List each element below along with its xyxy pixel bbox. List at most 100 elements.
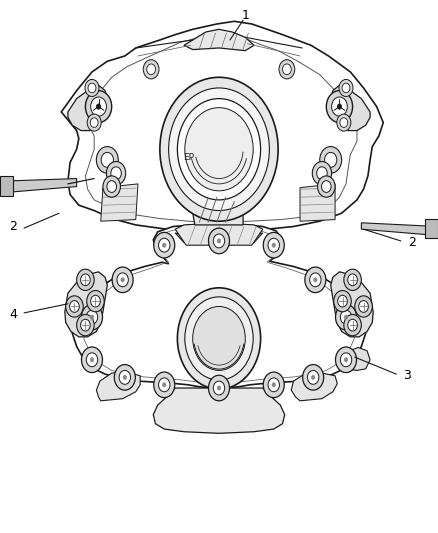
Circle shape: [344, 358, 348, 362]
Circle shape: [160, 77, 278, 221]
Circle shape: [340, 353, 352, 367]
Circle shape: [70, 301, 79, 312]
Circle shape: [342, 83, 350, 93]
Circle shape: [81, 319, 90, 331]
Polygon shape: [193, 195, 243, 225]
Circle shape: [338, 295, 347, 307]
Circle shape: [147, 64, 155, 75]
Circle shape: [332, 97, 347, 116]
Circle shape: [112, 267, 133, 293]
Circle shape: [208, 375, 230, 401]
Circle shape: [107, 181, 117, 192]
Circle shape: [88, 83, 96, 93]
Polygon shape: [346, 348, 370, 370]
Circle shape: [86, 353, 98, 367]
Polygon shape: [300, 184, 335, 221]
Circle shape: [217, 386, 221, 390]
Circle shape: [106, 161, 126, 185]
Circle shape: [344, 314, 361, 336]
Text: 2: 2: [9, 220, 17, 233]
Text: 2: 2: [408, 236, 416, 249]
Circle shape: [307, 370, 319, 384]
Polygon shape: [68, 85, 107, 131]
Polygon shape: [175, 233, 263, 245]
Circle shape: [268, 378, 279, 392]
Circle shape: [348, 319, 357, 331]
Circle shape: [90, 118, 98, 127]
Circle shape: [263, 232, 284, 258]
Circle shape: [336, 304, 357, 330]
Circle shape: [283, 64, 291, 75]
Circle shape: [185, 297, 253, 380]
Circle shape: [143, 60, 159, 79]
Polygon shape: [0, 176, 13, 196]
Text: 1: 1: [241, 10, 249, 22]
Text: 4: 4: [9, 308, 17, 321]
Circle shape: [334, 290, 351, 312]
Circle shape: [305, 267, 326, 293]
Polygon shape: [65, 272, 107, 337]
Circle shape: [318, 176, 335, 197]
Circle shape: [154, 372, 175, 398]
Circle shape: [314, 278, 317, 282]
Polygon shape: [425, 219, 438, 238]
Text: EP: EP: [183, 153, 194, 161]
Polygon shape: [72, 225, 366, 388]
Polygon shape: [291, 373, 337, 401]
Polygon shape: [331, 85, 370, 131]
Text: 3: 3: [403, 369, 411, 382]
Polygon shape: [61, 21, 383, 233]
Circle shape: [101, 152, 113, 167]
Circle shape: [162, 383, 166, 387]
Circle shape: [119, 370, 131, 384]
Circle shape: [96, 104, 101, 109]
Circle shape: [268, 238, 279, 252]
Circle shape: [159, 378, 170, 392]
Circle shape: [77, 314, 94, 336]
Circle shape: [103, 176, 120, 197]
Circle shape: [263, 372, 284, 398]
Circle shape: [114, 365, 135, 390]
Polygon shape: [96, 372, 140, 401]
Circle shape: [111, 167, 121, 180]
Circle shape: [85, 91, 112, 123]
Circle shape: [96, 147, 118, 173]
Circle shape: [162, 243, 166, 247]
Polygon shape: [175, 223, 263, 245]
Circle shape: [321, 181, 331, 192]
Circle shape: [86, 310, 98, 324]
Circle shape: [91, 97, 106, 116]
Circle shape: [337, 114, 351, 131]
Circle shape: [87, 114, 101, 131]
Circle shape: [91, 295, 100, 307]
Circle shape: [208, 228, 230, 254]
Circle shape: [177, 288, 261, 389]
Circle shape: [66, 296, 83, 317]
Circle shape: [340, 118, 348, 127]
Circle shape: [339, 79, 353, 96]
Circle shape: [344, 269, 361, 290]
Polygon shape: [331, 272, 373, 337]
Circle shape: [90, 315, 94, 319]
Circle shape: [359, 301, 368, 312]
Circle shape: [87, 290, 104, 312]
Polygon shape: [153, 388, 285, 433]
Circle shape: [117, 273, 128, 287]
Circle shape: [272, 243, 276, 247]
Circle shape: [81, 304, 102, 330]
Circle shape: [90, 358, 94, 362]
Circle shape: [85, 79, 99, 96]
Circle shape: [193, 306, 245, 370]
Circle shape: [177, 99, 261, 200]
Circle shape: [337, 104, 342, 109]
Circle shape: [213, 234, 225, 248]
Circle shape: [340, 310, 352, 324]
Circle shape: [310, 273, 321, 287]
Circle shape: [312, 161, 332, 185]
Circle shape: [320, 147, 342, 173]
Circle shape: [325, 152, 337, 167]
Circle shape: [213, 381, 225, 395]
Circle shape: [272, 383, 276, 387]
Circle shape: [185, 108, 253, 191]
Circle shape: [169, 88, 269, 211]
